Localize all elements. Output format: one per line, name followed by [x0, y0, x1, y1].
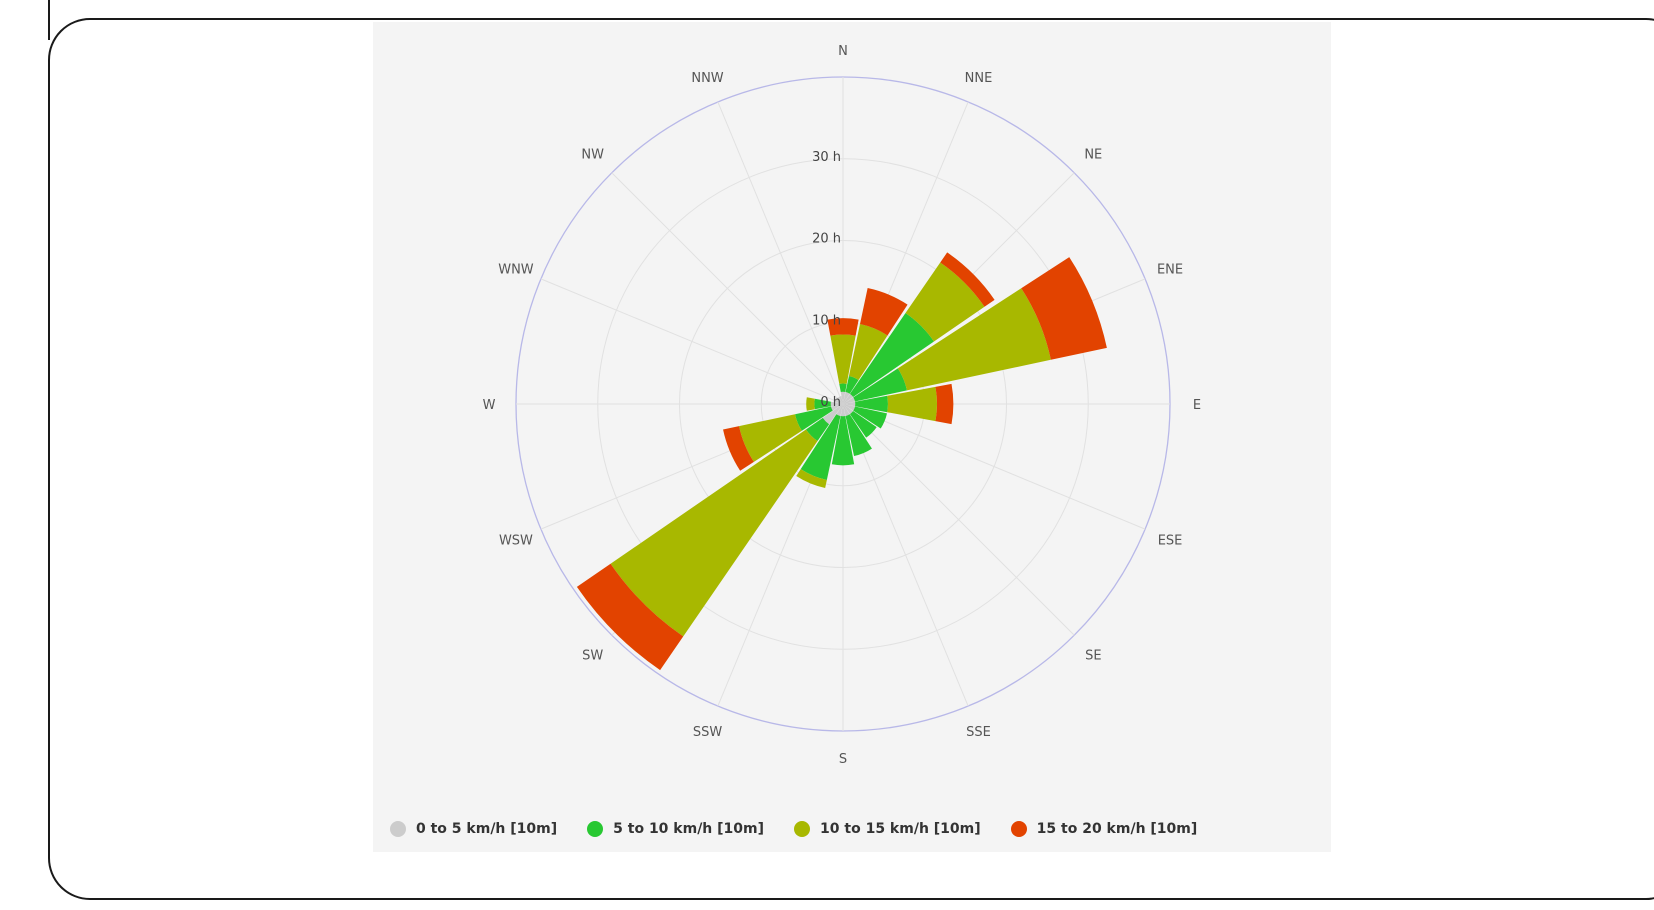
wedge-segment[interactable] [940, 252, 995, 307]
wedge-segment[interactable] [814, 398, 831, 410]
legend-item-5-10[interactable]: 5 to 10 km/h [10m] [587, 821, 764, 837]
legend-label-15-20: 15 to 20 km/h [10m] [1036, 821, 1198, 837]
wind-rose-chart: N NNE NE ENE E ESE SE SSE S SSW SW WSW W WNW NW NNW 0 h 1… [373, 22, 1331, 852]
wedge-segment[interactable] [831, 416, 855, 466]
wedge-segment[interactable] [830, 401, 843, 407]
legend-marker-15-20 [1010, 821, 1027, 837]
grid-spoke [611, 172, 844, 405]
wedge-segment[interactable] [796, 469, 827, 488]
radial-tick-label: 20 h [812, 232, 841, 247]
wedge-segment[interactable] [806, 397, 815, 411]
wedge-segment[interactable] [849, 313, 934, 398]
radial-tick-label: 0 h [820, 395, 841, 410]
wedge-segment[interactable] [853, 368, 907, 402]
wedge-segment[interactable] [843, 392, 850, 404]
direction-label: N [838, 44, 848, 59]
grid-spoke [842, 403, 969, 707]
wedge-segment[interactable] [1021, 257, 1107, 360]
wedge-segment[interactable] [843, 393, 854, 404]
grid-spoke [842, 403, 1075, 636]
direction-label: SE [1085, 648, 1101, 663]
direction-label: ENE [1157, 263, 1183, 278]
legend-marker-10-15 [794, 821, 811, 837]
direction-label: NNE [965, 71, 993, 86]
wedge-segment[interactable] [843, 404, 855, 411]
direction-label: NW [581, 148, 604, 163]
direction-label: ESE [1158, 533, 1183, 548]
radial-tick-label: 30 h [812, 150, 841, 165]
chart-legend: 0 to 5 km/h [10m] 5 to 10 km/h [10m] 10 … [390, 818, 1227, 840]
wedge-segment[interactable] [897, 288, 1051, 391]
direction-label: S [839, 752, 847, 767]
direction-label: SW [582, 648, 603, 663]
wedge-segment[interactable] [845, 414, 872, 456]
legend-item-10-15[interactable]: 10 to 15 km/h [10m] [794, 821, 981, 837]
wedge-segment[interactable] [805, 417, 830, 442]
direction-label: WSW [499, 533, 533, 548]
legend-label-10-15: 10 to 15 km/h [10m] [820, 821, 981, 837]
frame-edge [48, 0, 50, 40]
legend-item-0-5[interactable]: 0 to 5 km/h [10m] [390, 821, 557, 837]
wedge-segment[interactable] [831, 404, 843, 411]
wedge-segment[interactable] [845, 376, 859, 394]
radial-tick-label: 10 h [812, 313, 841, 328]
legend-marker-0-5 [390, 821, 406, 837]
grid-spoke [540, 278, 844, 405]
wedge-segment[interactable] [836, 404, 843, 416]
legend-item-15-20[interactable]: 15 to 20 km/h [10m] [1010, 821, 1198, 837]
wedge-segment[interactable] [836, 397, 843, 404]
wedge-segment[interactable] [848, 324, 888, 381]
wedge-segment[interactable] [827, 318, 859, 336]
direction-label: SSE [966, 725, 991, 740]
wedge-segment[interactable] [838, 396, 843, 404]
legend-marker-5-10 [587, 821, 604, 837]
wedge-segment[interactable] [822, 404, 843, 425]
wedge-segment[interactable] [795, 406, 833, 431]
direction-label: SSW [693, 725, 723, 740]
wedge-segment[interactable] [935, 383, 954, 425]
direction-label: NNW [691, 71, 723, 86]
wedge-segment[interactable] [576, 563, 684, 671]
wedge-segment[interactable] [905, 262, 985, 342]
direction-label: W [483, 398, 496, 413]
wedge-segment[interactable] [840, 391, 846, 404]
direction-label: NE [1084, 148, 1102, 163]
wedge-segment[interactable] [843, 401, 856, 407]
wedge-segment[interactable] [739, 414, 802, 462]
wedge-segment[interactable] [723, 426, 754, 471]
grid-spoke [842, 403, 1146, 530]
legend-label-5-10: 5 to 10 km/h [10m] [613, 821, 765, 837]
wedge-segment[interactable] [853, 406, 887, 429]
grid-spoke [717, 101, 844, 405]
wedge-segment[interactable] [859, 288, 908, 336]
wedge-segment[interactable] [849, 410, 877, 438]
wedge-segment[interactable] [843, 397, 855, 404]
wedge-segment[interactable] [835, 399, 843, 404]
wind-rose-plot: N NNE NE ENE E ESE SE SSE S SSW SW WSW W WNW NW NNW 0 h 1… [483, 44, 1202, 767]
direction-label: E [1193, 398, 1201, 413]
direction-label: WNW [498, 263, 534, 278]
wedge-segment[interactable] [840, 404, 846, 417]
legend-label-0-5: 0 to 5 km/h [10m] [416, 821, 558, 837]
wedge-segment[interactable] [610, 429, 818, 637]
wedge-segment[interactable] [830, 334, 856, 384]
wedge-segment[interactable] [855, 395, 888, 413]
wedge-segment[interactable] [839, 383, 847, 392]
wedge-segment[interactable] [887, 386, 938, 422]
wedge-segment[interactable] [800, 414, 841, 480]
wedge-segment[interactable] [843, 404, 854, 415]
wedge-segment[interactable] [843, 404, 850, 416]
